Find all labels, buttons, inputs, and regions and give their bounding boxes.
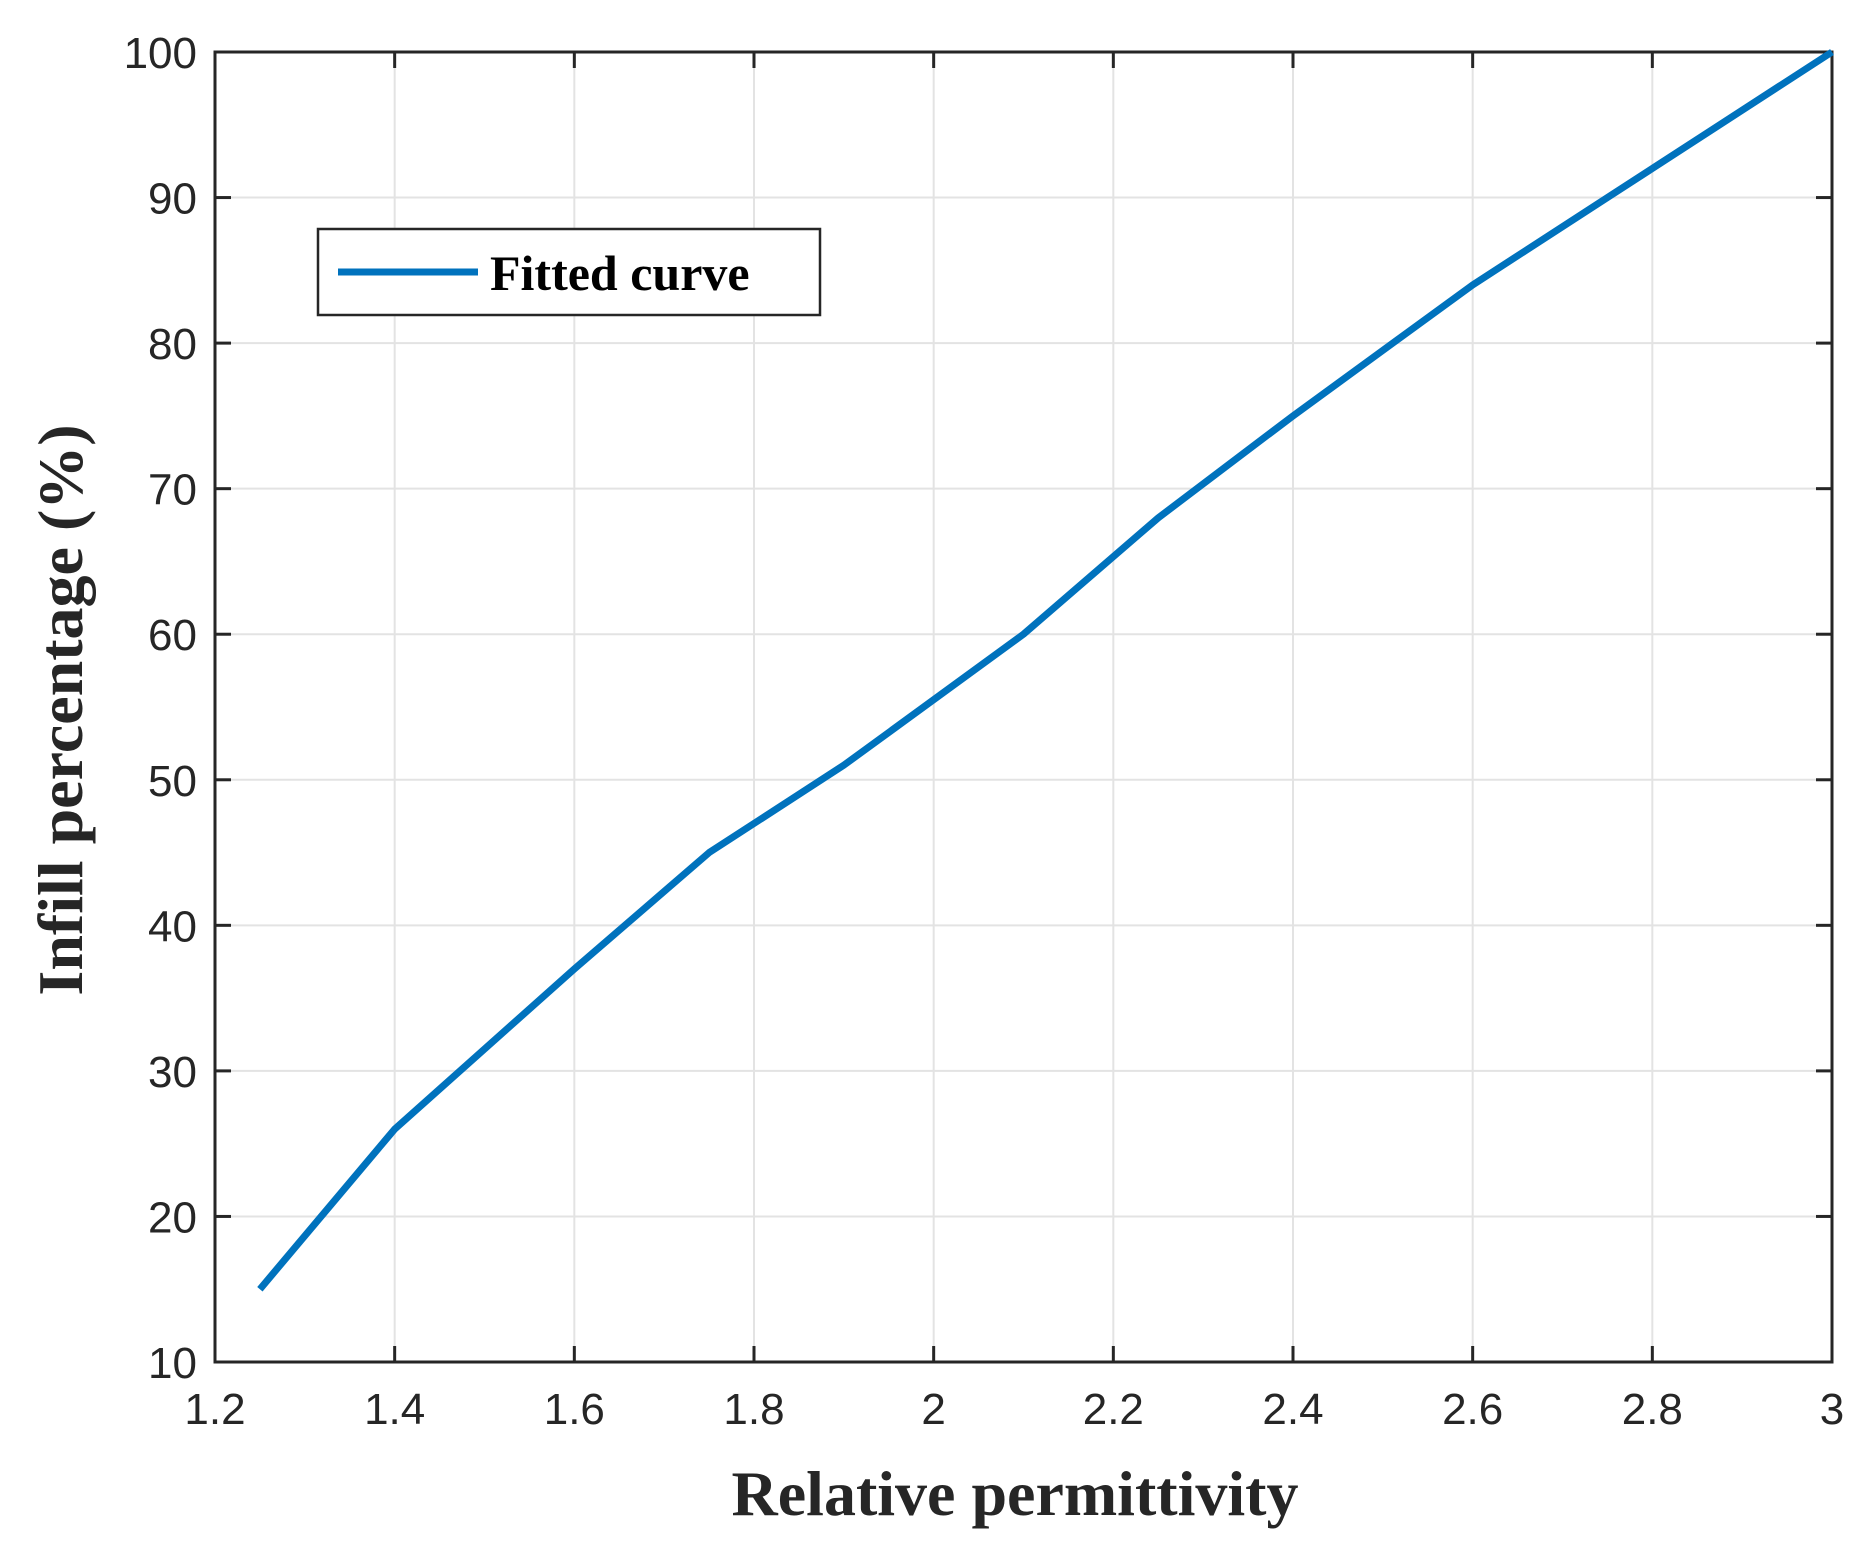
x-tick-labels: 1.2 1.4 1.6 1.8 2 2.2 2.4 2.6 2.8 3	[184, 1385, 1844, 1434]
x-tick-label: 2.4	[1262, 1385, 1323, 1434]
x-tick-label: 1.6	[544, 1385, 605, 1434]
y-tick-label: 50	[148, 757, 197, 806]
x-tick-label: 3	[1820, 1385, 1844, 1434]
x-tick-label: 2	[921, 1385, 945, 1434]
x-tick-label: 1.4	[364, 1385, 425, 1434]
y-tick-label: 40	[148, 902, 197, 951]
y-axis-title: Infill percentage (%)	[25, 424, 96, 995]
x-tick-label: 2.2	[1083, 1385, 1144, 1434]
y-tick-label: 30	[148, 1048, 197, 1097]
y-tick-label: 70	[148, 466, 197, 515]
x-tick-label: 2.8	[1622, 1385, 1683, 1434]
plot-frame	[213, 50, 1834, 1364]
y-tick-labels: 10 20 30 40 50 60 70 80 90 100	[124, 29, 197, 1388]
x-tick-label: 1.2	[184, 1385, 245, 1434]
y-tick-label: 60	[148, 611, 197, 660]
x-tick-label: 1.8	[723, 1385, 784, 1434]
legend: Fitted curve	[316, 227, 822, 317]
x-axis-title: Relative permittivity	[732, 1458, 1299, 1529]
x-tick-label: 2.6	[1442, 1385, 1503, 1434]
series-layer	[257, 49, 1834, 1292]
y-tick-label: 20	[148, 1193, 197, 1242]
y-tick-label: 90	[148, 175, 197, 224]
y-tick-label: 80	[148, 320, 197, 369]
legend-label-fitted-curve: Fitted curve	[490, 245, 750, 301]
series-line-fitted-curve	[257, 49, 1834, 1292]
y-tick-label: 100	[124, 29, 197, 78]
y-tick-label: 10	[148, 1339, 197, 1388]
